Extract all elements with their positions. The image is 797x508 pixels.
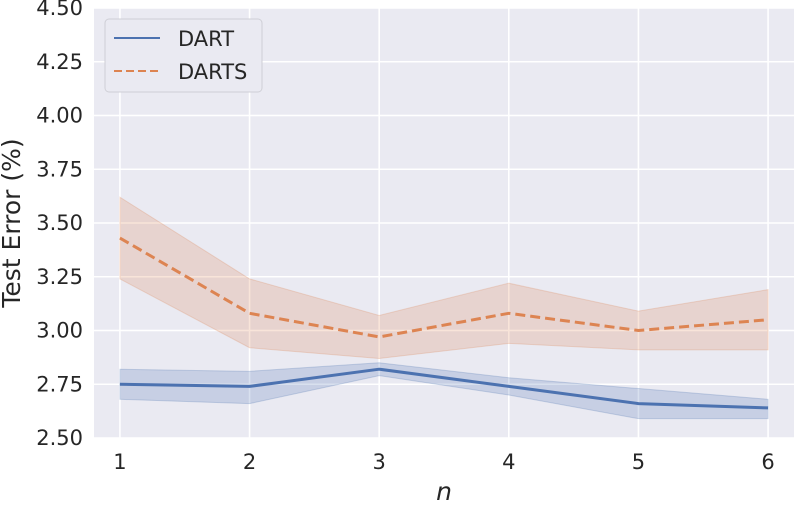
x-tick-label: 5 [632,450,645,474]
y-tick-label: 3.50 [36,211,83,235]
x-tick-label: 6 [761,450,774,474]
y-tick-label: 3.75 [36,157,83,181]
y-axis-label: Test Error (%) [0,138,26,308]
y-tick-label: 3.00 [36,319,83,343]
y-tick-label: 4.25 [36,50,83,74]
series-lines [119,236,769,410]
x-axis-label: n [436,477,452,506]
x-tick-label: 2 [243,450,256,474]
y-tick-label: 4.50 [36,0,83,20]
series-line-dart [119,367,769,410]
y-tick-label: 4.00 [36,104,83,128]
x-tick-label: 3 [372,450,385,474]
legend-label-darts: DARTS [178,60,247,84]
tick-labels: 2.50 2.75 3.00 3.25 3.50 3.75 4.00 4.25 4.50 1 2 3 4… [36,0,775,474]
y-tick-label: 2.50 [36,426,83,450]
y-tick-label: 2.75 [36,372,83,396]
legend: DART DARTS [104,18,263,93]
confidence-band-dart [119,362,769,420]
series-line-darts [119,236,769,339]
y-tick-label: 3.25 [36,265,83,289]
legend-label-dart: DART [178,27,234,51]
x-tick-label: 1 [113,450,126,474]
x-tick-label: 4 [502,450,515,474]
